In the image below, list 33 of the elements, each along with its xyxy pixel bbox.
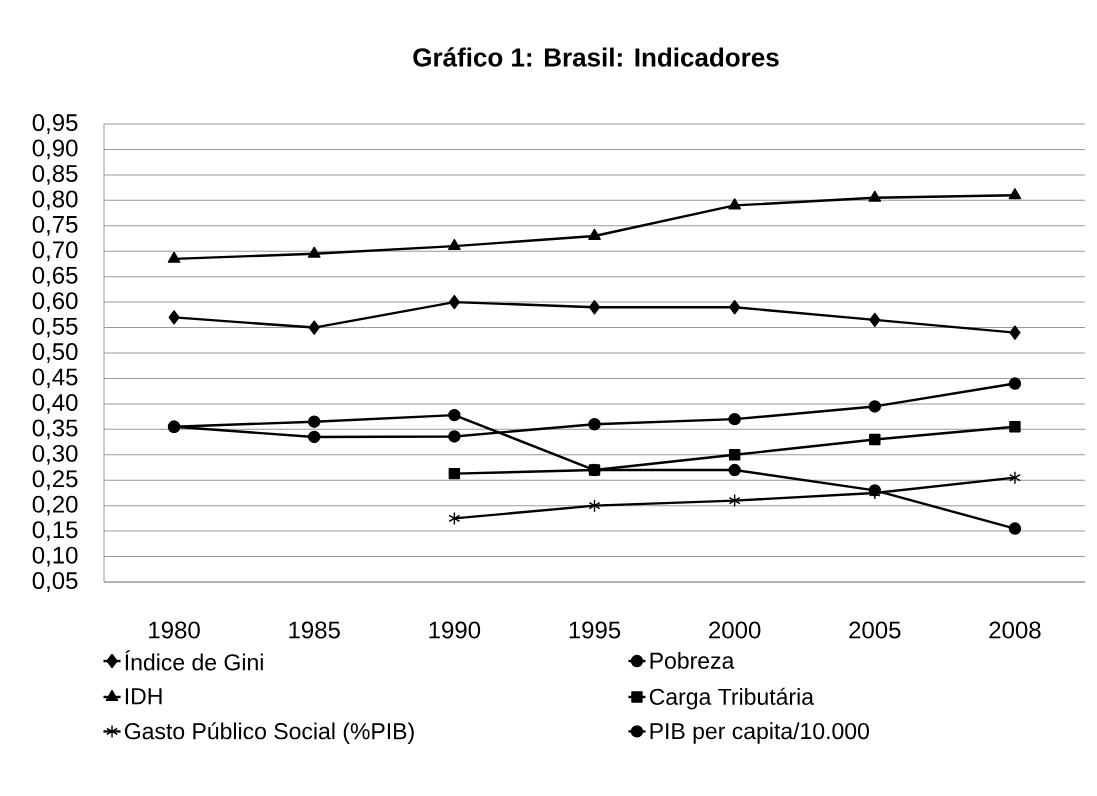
legend-label: Gasto Público Social (%PIB): [124, 722, 414, 744]
x-tick-label: 2000: [709, 621, 761, 639]
y-tick-label: 0,90: [32, 139, 78, 160]
y-tick-label: 0,35: [32, 419, 78, 440]
y-tick-label: 0,25: [32, 470, 78, 491]
legend-label: Carga Tributária: [649, 687, 814, 710]
x-tick-label: 2005: [849, 621, 901, 639]
chart-title: Gráfico 1: Brasil: Indicadores: [413, 47, 779, 67]
y-tick-label: 0,10: [32, 546, 78, 567]
y-tick-label: 0,30: [32, 444, 78, 465]
x-tick-label: 1995: [569, 621, 621, 639]
y-tick-label: 0,75: [32, 215, 78, 236]
legend-label: IDH: [125, 688, 162, 705]
legend-label: PIB per capita/10.000: [650, 722, 869, 744]
x-tick-label: 1985: [289, 621, 340, 639]
y-tick-label: 0,80: [32, 190, 78, 211]
y-tick-label: 0,20: [32, 495, 78, 516]
x-tick-label: 2008: [989, 621, 1041, 639]
y-tick-label: 0,65: [32, 266, 78, 287]
y-tick-label: 0,05: [32, 572, 78, 592]
y-tick-label: 0,15: [32, 521, 78, 542]
y-tick-label: 0,50: [32, 343, 78, 363]
y-tick-label: 0,55: [32, 317, 78, 338]
y-tick-label: 0,85: [32, 164, 78, 185]
y-tick-label: 0,45: [32, 368, 78, 389]
x-tick-label: 1990: [429, 621, 481, 639]
y-tick-label: 0,95: [32, 114, 78, 134]
x-tick-label: 1980: [149, 621, 200, 639]
y-tick-label: 0,40: [32, 393, 78, 414]
y-tick-label: 0,60: [32, 292, 78, 313]
legend-label: Pobreza: [650, 651, 735, 669]
legend-label: Índice de Gini: [125, 650, 263, 671]
y-tick-label: 0,70: [32, 241, 78, 262]
